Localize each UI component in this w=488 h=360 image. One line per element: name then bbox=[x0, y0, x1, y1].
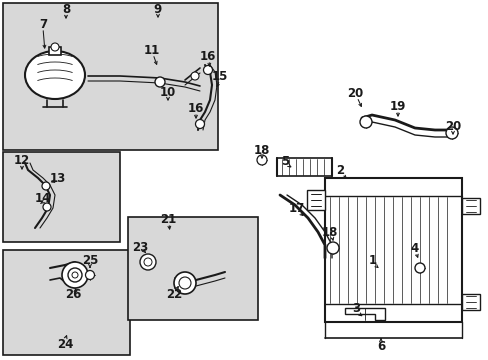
Polygon shape bbox=[345, 308, 384, 320]
Text: 24: 24 bbox=[57, 338, 73, 351]
Circle shape bbox=[68, 268, 82, 282]
Circle shape bbox=[85, 270, 94, 279]
Circle shape bbox=[42, 182, 50, 190]
Text: 11: 11 bbox=[143, 44, 160, 57]
Bar bbox=[325, 178, 461, 322]
Text: 23: 23 bbox=[132, 240, 148, 253]
Circle shape bbox=[143, 258, 152, 266]
Text: 9: 9 bbox=[154, 3, 162, 15]
Bar bbox=[3, 250, 130, 355]
Circle shape bbox=[414, 263, 424, 273]
Circle shape bbox=[140, 254, 156, 270]
Text: 2: 2 bbox=[335, 163, 344, 176]
Text: 4: 4 bbox=[410, 242, 418, 255]
Circle shape bbox=[326, 242, 338, 254]
Text: 18: 18 bbox=[321, 225, 338, 239]
Circle shape bbox=[257, 155, 266, 165]
Text: 19: 19 bbox=[389, 99, 406, 113]
Circle shape bbox=[179, 277, 191, 289]
Bar bbox=[461, 294, 479, 310]
Bar bbox=[306, 190, 325, 210]
Text: 3: 3 bbox=[351, 302, 359, 315]
Circle shape bbox=[72, 272, 78, 278]
Circle shape bbox=[203, 66, 212, 75]
Circle shape bbox=[51, 43, 59, 51]
Text: 15: 15 bbox=[211, 69, 228, 82]
Text: 10: 10 bbox=[160, 86, 176, 99]
Text: 26: 26 bbox=[65, 288, 81, 301]
Text: 22: 22 bbox=[165, 288, 182, 301]
Circle shape bbox=[43, 203, 51, 211]
Circle shape bbox=[62, 262, 88, 288]
Bar bbox=[128, 217, 258, 320]
Text: 20: 20 bbox=[346, 86, 363, 99]
Text: 21: 21 bbox=[160, 212, 176, 225]
Circle shape bbox=[155, 77, 164, 87]
Circle shape bbox=[191, 72, 199, 80]
Text: 12: 12 bbox=[14, 153, 30, 166]
Text: 14: 14 bbox=[35, 192, 51, 204]
Text: 13: 13 bbox=[50, 171, 66, 185]
Bar bbox=[3, 3, 218, 150]
Circle shape bbox=[195, 120, 204, 129]
Text: 18: 18 bbox=[253, 144, 270, 157]
Ellipse shape bbox=[25, 51, 85, 99]
Bar bbox=[461, 198, 479, 214]
Text: 1: 1 bbox=[368, 255, 376, 267]
Text: 16: 16 bbox=[200, 50, 216, 63]
Circle shape bbox=[174, 272, 196, 294]
Text: 17: 17 bbox=[288, 202, 305, 215]
Text: 25: 25 bbox=[81, 253, 98, 266]
Text: 16: 16 bbox=[187, 102, 204, 114]
Text: 8: 8 bbox=[62, 3, 70, 15]
Bar bbox=[276, 158, 331, 176]
Circle shape bbox=[445, 127, 457, 139]
Bar bbox=[3, 152, 120, 242]
Text: 20: 20 bbox=[444, 120, 460, 132]
Text: 7: 7 bbox=[39, 18, 47, 31]
Text: 6: 6 bbox=[376, 339, 385, 352]
Circle shape bbox=[359, 116, 371, 128]
Text: 5: 5 bbox=[280, 154, 288, 167]
Bar bbox=[49, 47, 61, 55]
